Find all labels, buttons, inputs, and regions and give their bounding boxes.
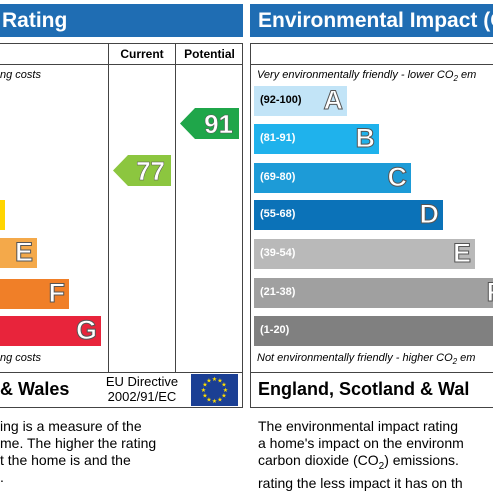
svg-text:★: ★ bbox=[212, 398, 217, 405]
energy-desc-line-2: me. The higher the rating bbox=[0, 435, 157, 451]
energy-footer-region: & Wales bbox=[0, 379, 70, 399]
energy-band-e: E bbox=[0, 237, 37, 268]
env-band-a-range: (92-100) bbox=[260, 94, 302, 106]
environmental-impact-title: Environmental Impact (C bbox=[258, 9, 493, 32]
svg-text:★: ★ bbox=[206, 378, 211, 385]
env-band-c: (69-80) C bbox=[254, 162, 411, 193]
svg-text:★: ★ bbox=[217, 397, 222, 404]
env-desc-line-2: a home's impact on the environm bbox=[258, 435, 464, 451]
env-top-note: Very environmentally friendly - lower CO… bbox=[257, 69, 477, 84]
svg-text:★: ★ bbox=[202, 382, 207, 389]
svg-text:★: ★ bbox=[221, 393, 226, 400]
current-column-header: Current bbox=[120, 47, 164, 61]
energy-band-f-letter: F bbox=[48, 278, 65, 309]
env-band-f: (21-38) F bbox=[254, 277, 493, 308]
env-band-d: (55-68) D bbox=[254, 199, 443, 230]
env-band-a: (92-100) A bbox=[254, 85, 347, 116]
env-band-c-letter: C bbox=[387, 162, 407, 193]
env-band-f-letter: F bbox=[486, 277, 493, 308]
svg-text:★: ★ bbox=[201, 387, 206, 394]
env-band-d-letter: D bbox=[419, 199, 439, 230]
environmental-impact-header: Environmental Impact (C bbox=[250, 4, 493, 37]
env-band-d-range: (55-68) bbox=[260, 208, 296, 220]
energy-band-d bbox=[0, 200, 5, 230]
energy-band-e-letter: E bbox=[14, 237, 33, 268]
energy-bottom-note: ng costs bbox=[0, 352, 41, 364]
svg-text:★: ★ bbox=[217, 378, 222, 385]
energy-top-note: ng costs bbox=[0, 69, 41, 81]
energy-header-divider bbox=[0, 64, 243, 65]
svg-text:★: ★ bbox=[206, 397, 211, 404]
svg-text:★: ★ bbox=[212, 376, 217, 383]
energy-rating-title: Rating bbox=[2, 9, 68, 32]
env-header-divider bbox=[250, 64, 493, 65]
env-description: The environmental impact rating a home's… bbox=[258, 418, 493, 492]
energy-description: ing is a measure of the me. The higher t… bbox=[0, 418, 240, 486]
env-band-c-range: (69-80) bbox=[260, 171, 296, 183]
energy-band-f: F bbox=[0, 278, 69, 309]
env-band-b-letter: B bbox=[355, 123, 375, 154]
energy-band-g: G bbox=[0, 315, 101, 346]
env-band-b-range: (81-91) bbox=[260, 132, 296, 144]
svg-text:★: ★ bbox=[202, 393, 207, 400]
env-band-b: (81-91) B bbox=[254, 123, 379, 154]
energy-col-divider-2 bbox=[175, 43, 176, 373]
svg-text:★: ★ bbox=[221, 382, 226, 389]
env-footer bbox=[250, 372, 493, 408]
potential-column-header: Potential bbox=[184, 47, 235, 61]
energy-col-divider-1 bbox=[108, 43, 109, 373]
env-bottom-note: Not environmentally friendly - higher CO… bbox=[257, 352, 476, 367]
env-band-e-letter: E bbox=[452, 238, 471, 269]
env-band-f-range: (21-38) bbox=[260, 286, 296, 298]
env-band-e-range: (39-54) bbox=[260, 247, 296, 259]
eu-flag-icon: ★ ★ ★ ★ ★ ★ ★ ★ ★ ★ ★ ★ bbox=[191, 374, 238, 406]
svg-text:★: ★ bbox=[223, 387, 228, 394]
env-band-e: (39-54) E bbox=[254, 238, 475, 269]
env-footer-region: England, Scotland & Wal bbox=[258, 379, 470, 399]
env-band-g: (1-20) bbox=[254, 316, 493, 346]
eu-directive-line2: 2002/91/EC bbox=[107, 389, 177, 404]
env-desc-line-1: The environmental impact rating bbox=[258, 418, 458, 434]
env-desc-line-4: rating the less impact it has on th bbox=[258, 474, 463, 491]
env-band-g-range: (1-20) bbox=[260, 324, 290, 336]
energy-desc-line-4: . bbox=[0, 469, 4, 485]
energy-band-g-letter: G bbox=[75, 315, 97, 346]
energy-desc-line-3: t the home is and the bbox=[0, 452, 131, 468]
env-desc-line-3: carbon dioxide (CO2) emissions. bbox=[258, 452, 459, 472]
energy-footer bbox=[0, 372, 243, 408]
env-band-a-letter: A bbox=[323, 85, 343, 116]
energy-rating-header: Rating bbox=[0, 4, 243, 37]
energy-desc-line-1: ing is a measure of the bbox=[0, 418, 142, 434]
eu-directive-line1: EU Directive bbox=[105, 374, 179, 389]
